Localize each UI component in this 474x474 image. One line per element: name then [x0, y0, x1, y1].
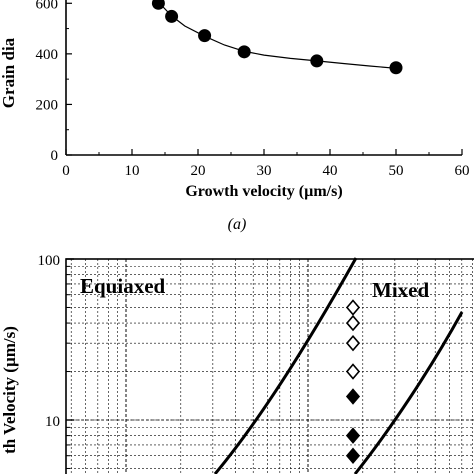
- open-diamond-marker: [345, 334, 361, 352]
- panel-a-y-tick-label: 600: [36, 0, 59, 12]
- region-label-equiaxed: Equiaxed: [80, 274, 166, 298]
- panel-a-x-tick-label: 10: [125, 163, 140, 179]
- open-diamond-marker: [345, 363, 361, 380]
- panel-a-y-tick-label: 0: [51, 148, 59, 164]
- panel-a-data-point: [310, 54, 324, 68]
- panel-b-frame: [65, 258, 474, 474]
- panel-a-y-tick-label: 200: [36, 97, 59, 113]
- panel-a-xlabel: Growth velocity (µm/s): [185, 183, 342, 200]
- panel-a-data-point: [165, 9, 179, 23]
- panel-a-x-tick-label: 50: [389, 163, 404, 179]
- panel-b-ylabel: th Velocity (µm/s): [0, 326, 19, 454]
- panel-a-label: (a): [228, 216, 247, 233]
- panel-b-chart: 10 100 Equiaxed Mixed th Velocity (µm/s): [0, 253, 474, 474]
- region-label-mixed: Mixed: [372, 278, 429, 302]
- panel-a-data-point: [389, 61, 403, 75]
- panel-a-data-point: [237, 45, 251, 59]
- panel-a-ylabel: Grain dia: [0, 37, 18, 108]
- boundary-line-right: [353, 311, 464, 474]
- filled-diamond-marker: [345, 427, 361, 444]
- panel-a-y-tick-label: 400: [36, 47, 59, 63]
- panel-a-x-tick-label: 20: [191, 163, 206, 179]
- panel-a-x-tick-label: 30: [257, 163, 272, 179]
- filled-diamond-marker: [345, 447, 361, 464]
- panel-b-y-tick-label: 100: [38, 253, 61, 269]
- panel-a-data-point: [151, 0, 165, 10]
- panel-a-x-tick-label: 40: [323, 163, 338, 179]
- panel-a-x-tick-label: 60: [455, 163, 470, 179]
- panel-a-data-point: [198, 29, 212, 43]
- panel-a-fit-curve: [155, 0, 397, 69]
- panel-b-y-tick-label: 10: [45, 414, 60, 430]
- open-diamond-marker: [345, 299, 361, 316]
- open-diamond-marker: [345, 314, 361, 332]
- panel-a-x-tick-label: 0: [62, 163, 70, 179]
- boundary-line-left: [213, 257, 358, 474]
- filled-diamond-marker: [345, 388, 361, 405]
